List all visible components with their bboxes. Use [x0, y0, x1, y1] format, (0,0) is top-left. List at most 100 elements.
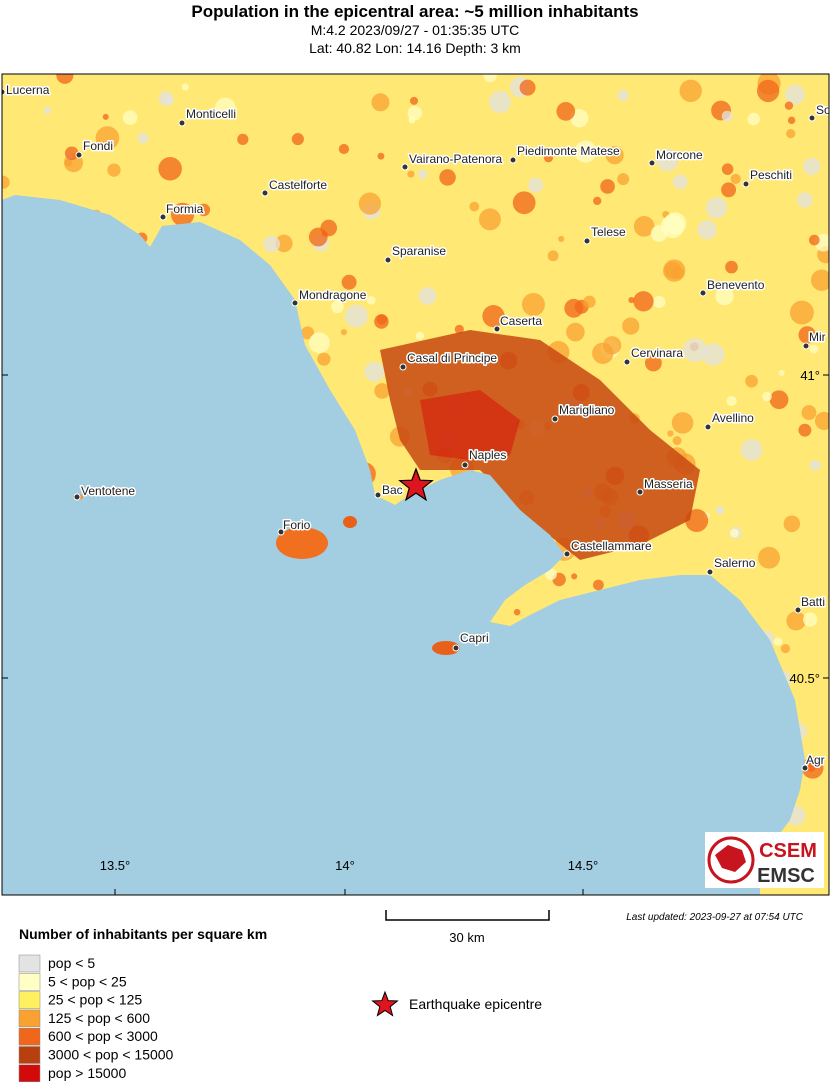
population-blob: [478, 208, 501, 231]
population-blob: [778, 370, 785, 377]
population-blob: [809, 459, 821, 471]
population-blob: [197, 203, 211, 217]
population-blob: [408, 116, 416, 124]
population-blob: [95, 126, 120, 150]
population-blob: [371, 93, 390, 112]
city-label: Peschiti: [750, 168, 792, 182]
lon-label: 13.5°: [100, 858, 131, 873]
population-blob: [721, 182, 737, 198]
population-blob: [809, 344, 819, 354]
city-label: Lucerna: [6, 83, 50, 97]
population-blob: [664, 261, 682, 279]
population-blob: [672, 174, 688, 190]
population-blob: [797, 192, 813, 208]
legend-label: pop > 15000: [48, 1065, 126, 1081]
population-blob: [181, 83, 189, 91]
population-blob: [756, 79, 780, 103]
lon-label: 14.5°: [568, 858, 599, 873]
city-dot: [261, 189, 269, 197]
population-blob: [725, 260, 738, 274]
city-dot: [452, 644, 460, 652]
population-blob: [784, 101, 794, 110]
population-blob: [628, 297, 635, 304]
legend-label: pop < 5: [48, 955, 95, 971]
population-blob: [170, 202, 195, 226]
legend-label: 25 < pop < 125: [48, 992, 142, 1008]
population-blob: [366, 295, 376, 305]
legend-label: 3000 < pop < 15000: [48, 1047, 174, 1063]
population-blob: [2, 175, 10, 189]
population-blob: [341, 274, 357, 290]
population-blob: [622, 317, 640, 335]
population-blob: [338, 143, 350, 155]
population-blob: [543, 153, 554, 163]
city-dot: [742, 180, 750, 188]
population-blob: [488, 90, 512, 114]
city-label: Monticelli: [186, 107, 236, 121]
city-label: Naples: [469, 448, 506, 462]
last-updated: Last updated: 2023-09-27 at 07:54 UTC: [626, 912, 804, 923]
subtitle: M:4.2 2023/09/27 - 01:35:35 UTC: [311, 22, 520, 38]
sea: [2, 195, 805, 895]
population-blob: [787, 116, 796, 125]
city-label: Marigliano: [559, 403, 615, 417]
population-blob: [344, 304, 368, 328]
city-dot: [401, 163, 409, 171]
legend-swatch: [18, 1009, 41, 1028]
population-blob: [107, 163, 121, 177]
population-blob: [513, 608, 521, 616]
legend-swatch: [18, 1064, 41, 1083]
population-blob: [317, 352, 331, 366]
population-blob: [653, 295, 666, 309]
population-blob: [519, 79, 536, 96]
population-blob: [407, 170, 415, 178]
city-dot: [623, 358, 631, 366]
population-blob: [214, 97, 236, 119]
population-blob: [798, 326, 816, 344]
city-dot: [648, 159, 656, 167]
population-blob: [364, 361, 385, 382]
population-blob: [786, 128, 796, 139]
logo-map: [715, 845, 746, 872]
population-blob: [122, 110, 138, 125]
city-label: Salerno: [714, 556, 756, 570]
population-blob: [773, 637, 783, 646]
city-label: Castellammare: [571, 539, 652, 553]
city-label: Forio: [283, 518, 311, 532]
population-blob: [730, 173, 741, 185]
population-blob: [679, 79, 702, 103]
population-blob: [633, 215, 655, 237]
population-blob: [275, 234, 293, 253]
population-blob: [786, 611, 806, 631]
city-dot: [704, 423, 712, 431]
population-blob: [783, 515, 801, 533]
population-blob: [803, 612, 818, 627]
city-label: Agr: [806, 753, 825, 767]
population-blob: [237, 133, 249, 145]
population-blob: [374, 383, 391, 399]
city-dot: [2, 88, 6, 96]
city-label: Batti: [801, 595, 825, 609]
city-dot: [178, 119, 186, 127]
lat-label: 41°: [800, 368, 820, 383]
population-blob: [512, 191, 536, 215]
epicentre-star: [398, 467, 434, 502]
population-blob: [410, 96, 418, 105]
city-label: Casal di Principe: [407, 351, 497, 365]
population-blob: [730, 528, 739, 538]
population-blob: [64, 146, 79, 161]
city-dot: [509, 156, 517, 164]
population-blob: [415, 331, 425, 341]
city-label: Avellino: [712, 411, 754, 425]
population-blob: [702, 343, 725, 366]
city-dot: [699, 289, 707, 297]
population-blob: [697, 220, 717, 240]
population-blob: [762, 391, 772, 402]
population-blob: [377, 152, 385, 160]
population-blob: [566, 322, 585, 342]
city-dot: [563, 550, 571, 558]
population-blob: [43, 106, 52, 115]
city-dot: [808, 114, 816, 122]
population-blob: [301, 326, 315, 340]
